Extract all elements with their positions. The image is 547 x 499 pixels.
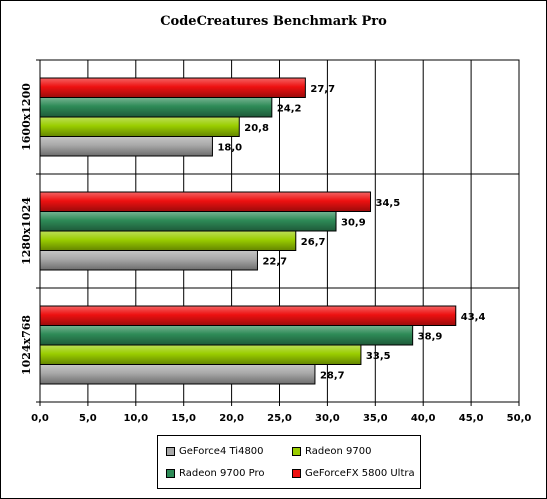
x-tick-label: 30,0 [315,413,340,424]
chart-title: CodeCreatures Benchmark Pro [160,14,387,29]
data-label: 20,8 [244,123,269,134]
data-label: 24,2 [277,103,302,114]
bar-radeon-9700-pro [39,325,414,346]
data-label: 27,7 [310,84,335,95]
bar-geforcefx-5800-ultra [39,191,372,212]
legend-label: GeForce4 Ti4800 [179,446,264,457]
data-label: 34,5 [376,198,401,209]
category-label: 1024x768 [20,315,33,375]
data-label: 22,7 [262,256,287,267]
bar-geforcefx-5800-ultra [39,305,457,326]
x-tick-label: 10,0 [123,413,148,424]
legend-label: Radeon 9700 [305,446,372,457]
data-label: 28,7 [320,370,345,381]
legend-swatch [292,469,301,478]
bar-geforce4-ti4800 [39,136,213,157]
x-tick-label: 15,0 [171,413,196,424]
data-label: 43,4 [461,312,486,323]
category-label: 1600x1200 [20,83,33,151]
legend-label: Radeon 9700 Pro [179,468,265,479]
x-tick-label: 50,0 [507,413,532,424]
chart-legend: GeForce4 Ti4800 Radeon 9700 Radeon 9700 Pr… [157,435,421,489]
data-label: 26,7 [301,237,326,248]
legend-item: GeForceFX 5800 Ultra [292,468,415,479]
legend-swatch [166,469,175,478]
x-tick-label: 35,0 [363,413,388,424]
x-tick-label: 5,0 [79,413,97,424]
x-tick-label: 25,0 [267,413,292,424]
bar-geforce4-ti4800 [39,364,316,385]
data-label: 18,0 [217,142,242,153]
x-tick-label: 40,0 [411,413,436,424]
x-tick-label: 20,0 [219,413,244,424]
x-tick-label: 0,0 [31,413,49,424]
legend-swatch [292,447,301,456]
legend-item: Radeon 9700 [292,446,371,457]
bar-radeon-9700-pro [39,211,337,232]
legend-label: GeForceFX 5800 Ultra [305,468,415,479]
x-tick-label: 45,0 [459,413,484,424]
data-label: 33,5 [366,351,391,362]
bar-radeon-9700-pro [39,97,273,118]
bar-geforce4-ti4800 [39,250,258,271]
bar-radeon-9700 [39,116,240,137]
bar-radeon-9700 [39,344,362,365]
category-label: 1280x1024 [20,197,33,265]
legend-item: Radeon 9700 Pro [166,468,264,479]
data-label: 30,9 [341,217,366,228]
legend-swatch [166,447,175,456]
bar-radeon-9700 [39,230,297,251]
bar-geforcefx-5800-ultra [39,77,306,98]
legend-item: GeForce4 Ti4800 [166,446,264,457]
data-label: 38,9 [418,331,443,342]
